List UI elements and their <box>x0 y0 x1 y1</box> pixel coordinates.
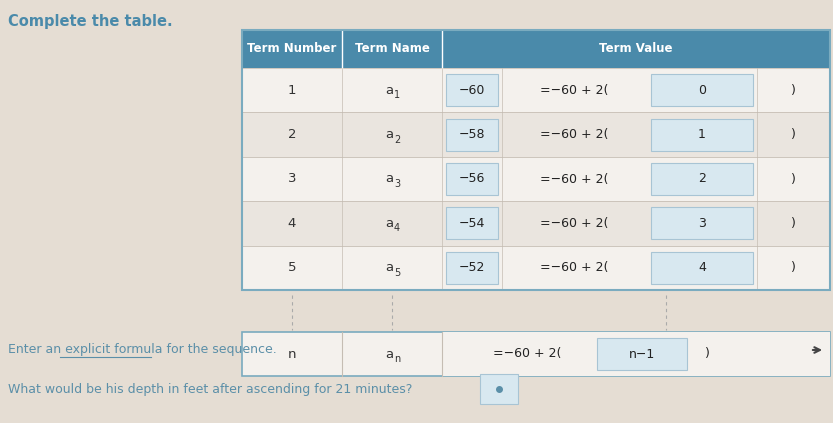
Text: Complete the table.: Complete the table. <box>8 14 172 29</box>
Text: Term Number: Term Number <box>247 42 337 55</box>
Text: =−60 + 2(: =−60 + 2( <box>541 173 609 186</box>
Text: ): ) <box>791 173 796 186</box>
Text: −56: −56 <box>459 173 485 186</box>
Bar <box>446 163 498 195</box>
Bar <box>242 30 830 290</box>
Text: a: a <box>385 261 393 274</box>
Text: 2: 2 <box>394 135 400 145</box>
Text: a: a <box>385 217 393 230</box>
Text: What would be his depth in feet after ascending for 21 minutes?: What would be his depth in feet after as… <box>8 384 412 396</box>
Bar <box>442 332 830 376</box>
Text: Term Value: Term Value <box>599 42 673 55</box>
Text: a: a <box>385 348 393 360</box>
Bar <box>651 207 753 239</box>
Bar <box>597 338 687 370</box>
Text: n: n <box>394 354 400 364</box>
Text: 4: 4 <box>288 217 297 230</box>
Bar <box>651 252 753 284</box>
Bar <box>242 30 830 68</box>
Text: ): ) <box>705 348 710 360</box>
Text: 3: 3 <box>698 217 706 230</box>
Bar <box>480 374 518 404</box>
Text: 0: 0 <box>698 84 706 97</box>
Text: 1: 1 <box>287 84 297 97</box>
Bar <box>446 118 498 151</box>
Bar <box>651 118 753 151</box>
Bar <box>651 163 753 195</box>
Bar <box>242 332 830 376</box>
Text: n−1: n−1 <box>629 348 655 360</box>
Text: 1: 1 <box>394 90 400 100</box>
Text: =−60 + 2(: =−60 + 2( <box>541 128 609 141</box>
Bar <box>242 113 830 157</box>
Text: −52: −52 <box>459 261 485 274</box>
Text: 3: 3 <box>394 179 400 189</box>
Text: −58: −58 <box>459 128 486 141</box>
Text: =−60 + 2(: =−60 + 2( <box>541 261 609 274</box>
Text: =−60 + 2(: =−60 + 2( <box>541 217 609 230</box>
Bar <box>242 68 830 113</box>
Text: Term Name: Term Name <box>355 42 430 55</box>
Text: =−60 + 2(: =−60 + 2( <box>493 348 561 360</box>
Text: 2: 2 <box>287 128 297 141</box>
Text: 1: 1 <box>698 128 706 141</box>
Text: a: a <box>385 173 393 186</box>
Bar <box>446 252 498 284</box>
Text: 5: 5 <box>287 261 297 274</box>
Text: 4: 4 <box>394 223 400 233</box>
Text: 3: 3 <box>287 173 297 186</box>
Text: −54: −54 <box>459 217 485 230</box>
Text: 4: 4 <box>698 261 706 274</box>
Text: 5: 5 <box>394 268 400 278</box>
Text: 2: 2 <box>698 173 706 186</box>
Text: ): ) <box>791 217 796 230</box>
Text: ): ) <box>791 261 796 274</box>
Text: n: n <box>287 348 297 360</box>
Text: Enter an explicit formula for the sequence.: Enter an explicit formula for the sequen… <box>8 343 277 357</box>
Bar <box>242 201 830 246</box>
Bar <box>651 74 753 106</box>
Text: =−60 + 2(: =−60 + 2( <box>541 84 609 97</box>
Bar <box>446 74 498 106</box>
Text: a: a <box>385 84 393 97</box>
Bar <box>446 207 498 239</box>
Text: ): ) <box>791 84 796 97</box>
Text: a: a <box>385 128 393 141</box>
Bar <box>242 157 830 201</box>
Text: −60: −60 <box>459 84 485 97</box>
Bar <box>242 246 830 290</box>
Text: ): ) <box>791 128 796 141</box>
